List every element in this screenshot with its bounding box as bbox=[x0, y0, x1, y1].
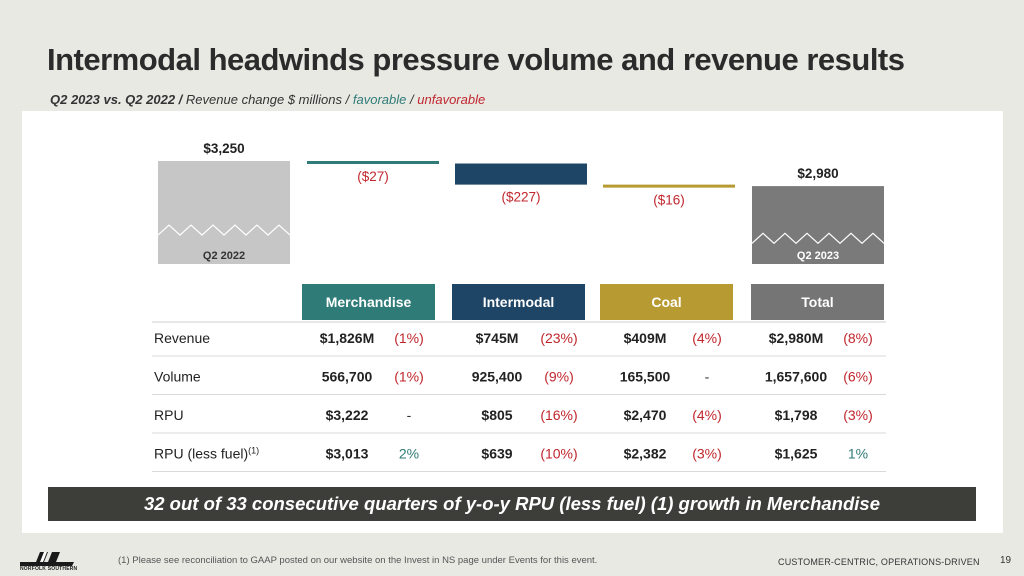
cell-change: (6%) bbox=[843, 369, 873, 385]
cell-change: (23%) bbox=[540, 330, 577, 346]
column-header-bg bbox=[600, 284, 733, 320]
row-label: Volume bbox=[154, 369, 201, 385]
logo-text: NORFOLK SOUTHERN bbox=[20, 566, 78, 572]
column-header: Intermodal bbox=[483, 294, 555, 310]
cell-value: 1,657,600 bbox=[765, 369, 827, 385]
cell-change: (1%) bbox=[394, 330, 424, 346]
value-label: ($16) bbox=[653, 193, 685, 208]
cell-change: (10%) bbox=[540, 446, 577, 462]
subtitle-period: Q2 2023 vs. Q2 2022 bbox=[50, 92, 176, 107]
cell-change: - bbox=[705, 369, 710, 385]
cell-value: $639 bbox=[481, 446, 512, 462]
subtitle: Q2 2023 vs. Q2 2022 / Revenue change $ m… bbox=[50, 92, 485, 107]
cell-change: (3%) bbox=[692, 446, 722, 462]
column-header-bg bbox=[751, 284, 884, 320]
subtitle-separator: / bbox=[345, 92, 350, 107]
cell-value: 566,700 bbox=[322, 369, 373, 385]
page-title: Intermodal headwinds pressure volume and… bbox=[47, 42, 905, 77]
row-label-superscript: (1) bbox=[248, 446, 259, 456]
cell-change: (4%) bbox=[692, 407, 722, 423]
row-label: Revenue bbox=[154, 330, 210, 346]
waterfall-bar bbox=[455, 163, 587, 185]
category-label: Q2 2022 bbox=[203, 250, 245, 262]
cell-change: (16%) bbox=[540, 407, 577, 423]
cell-change: 1% bbox=[848, 446, 868, 462]
cell-change: (8%) bbox=[843, 330, 873, 346]
page-number: 19 bbox=[1000, 555, 1012, 566]
cell-change: - bbox=[407, 407, 412, 423]
norfolk-southern-logo-icon bbox=[20, 552, 74, 566]
column-header-bg bbox=[302, 284, 435, 320]
cell-value: $1,798 bbox=[775, 407, 818, 423]
cell-change: (9%) bbox=[544, 369, 574, 385]
cell-change: (3%) bbox=[843, 407, 873, 423]
waterfall-bar bbox=[603, 184, 735, 188]
row-label: RPU (less fuel)(1) bbox=[154, 446, 259, 462]
footnote: (1) Please see reconciliation to GAAP po… bbox=[118, 555, 598, 566]
category-label: Q2 2023 bbox=[797, 250, 839, 262]
subtitle-favorable: favorable bbox=[352, 92, 407, 107]
cell-value: $2,470 bbox=[624, 407, 667, 423]
column-header: Merchandise bbox=[326, 294, 412, 310]
value-label: $3,250 bbox=[203, 141, 244, 156]
row-label: RPU bbox=[154, 407, 184, 423]
content-panel: $3,250 Q2 2022 ($27) ($227) ($16) $2,980 Q2 20… bbox=[22, 111, 1003, 533]
value-label: ($227) bbox=[501, 190, 540, 205]
column-header-bg bbox=[452, 284, 585, 320]
cell-value: $805 bbox=[481, 407, 512, 423]
cell-value: $745M bbox=[476, 330, 519, 346]
column-header: Coal bbox=[651, 294, 681, 310]
waterfall-bar bbox=[752, 186, 884, 264]
subtitle-description: Revenue change $ millions bbox=[185, 92, 343, 107]
callout-banner: 32 out of 33 consecutive quarters of y-o… bbox=[48, 487, 976, 521]
waterfall-bar bbox=[307, 161, 439, 164]
cell-value: 925,400 bbox=[472, 369, 523, 385]
cell-change: (4%) bbox=[692, 330, 722, 346]
subtitle-unfavorable: unfavorable bbox=[417, 92, 486, 107]
cell-value: $1,625 bbox=[775, 446, 818, 462]
cell-value: $2,980M bbox=[769, 330, 823, 346]
cell-value: $2,382 bbox=[624, 446, 667, 462]
axis-break-zigzag bbox=[751, 232, 885, 245]
subtitle-separator: / bbox=[410, 92, 414, 107]
cell-change: (1%) bbox=[394, 369, 424, 385]
value-label: ($27) bbox=[357, 169, 389, 184]
cell-value: $3,222 bbox=[326, 407, 369, 423]
value-label: $2,980 bbox=[797, 166, 838, 181]
cell-value: $3,013 bbox=[326, 446, 369, 462]
cell-value: 165,500 bbox=[620, 369, 671, 385]
cell-value: $409M bbox=[624, 330, 667, 346]
column-header: Total bbox=[801, 294, 833, 310]
subtitle-separator: / bbox=[178, 92, 183, 107]
tagline: CUSTOMER-CENTRIC, OPERATIONS-DRIVEN bbox=[778, 557, 980, 567]
axis-break-zigzag bbox=[157, 224, 291, 236]
waterfall-bar bbox=[158, 161, 290, 264]
cell-value: $1,826M bbox=[320, 330, 374, 346]
cell-change: 2% bbox=[399, 446, 419, 462]
waterfall-chart: $3,250 Q2 2022 ($27) ($227) ($16) $2,980 Q2 20… bbox=[152, 141, 886, 472]
